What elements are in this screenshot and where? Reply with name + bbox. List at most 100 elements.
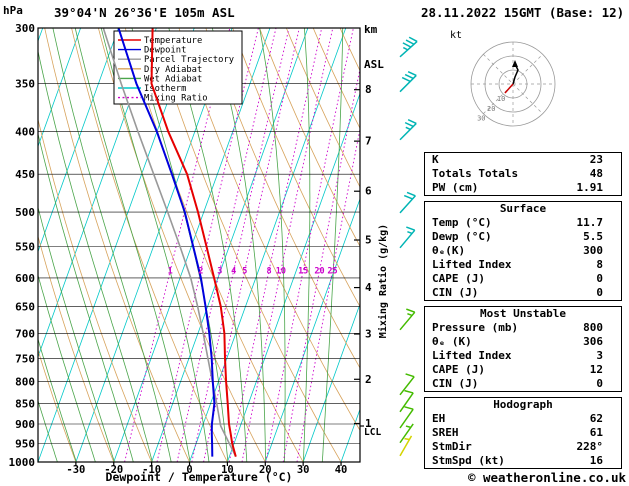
info-panel: K 23 Totals Totals 48 PW (cm) 1.91 Surface Temp… (424, 152, 622, 474)
info-label: θₑ (K) (432, 335, 472, 348)
altitude-axis-unit: km ASL (364, 1, 391, 93)
mixing-ratio-value-label: 5 (242, 267, 247, 277)
info-value: 23 (589, 153, 603, 166)
info-value: 1.91 (576, 181, 604, 194)
plot-border (37, 27, 361, 463)
pressure-tick-label: 650 (15, 301, 35, 314)
hodograph-ring-label: 30 (477, 115, 485, 123)
pressure-axis-unit: hPa (3, 4, 23, 17)
info-row: EH 62 (425, 412, 621, 426)
pressure-tick-label: 500 (15, 206, 35, 219)
wind-barb (399, 118, 417, 141)
info-label: θₑ(K) (432, 244, 466, 257)
km-tick-label: 6 (365, 185, 372, 198)
info-value: 300 (583, 244, 603, 257)
temp-tick-label: -20 (104, 464, 123, 476)
info-label: Totals Totals (432, 167, 519, 180)
info-row: θₑ (K) 306 (425, 335, 621, 349)
info-row: Lifted Index 8 (425, 258, 621, 272)
info-row: K 23 (425, 153, 621, 167)
info-row: PW (cm) 1.91 (425, 181, 621, 195)
info-row: StmSpd (kt) 16 (425, 454, 621, 468)
info-label: CAPE (J) (432, 363, 485, 376)
km-tick-label: 5 (365, 234, 372, 247)
info-label: K (432, 153, 439, 166)
dewpoint-curve (117, 28, 216, 457)
wind-barb (399, 423, 414, 444)
pressure-tick-label: 300 (15, 22, 35, 35)
mixing-ratio-value-label: 2 (198, 267, 203, 277)
wind-barb (399, 308, 416, 331)
info-value: 16 (589, 454, 603, 467)
temp-tick-label: -10 (142, 464, 161, 476)
info-row: Lifted Index 3 (425, 349, 621, 363)
pressure-tick-label: 350 (15, 78, 35, 91)
info-label: EH (432, 412, 446, 425)
info-row: StmDir 228° (425, 440, 621, 454)
hodograph-unit-label: kt (450, 30, 463, 41)
wind-barb (399, 435, 413, 457)
x-axis-label: Dewpoint / Temperature (°C) (105, 470, 293, 484)
info-box-header: Surface (499, 202, 547, 215)
km-tick-label: 7 (365, 135, 372, 148)
mixing-ratio-value-label: 4 (231, 267, 236, 277)
mixing-ratio-value-label: 1 (168, 267, 173, 277)
legend-item-label: Temperature (144, 36, 202, 46)
info-label: Dewp (°C) (432, 230, 492, 243)
hodograph-ring-label: 10 (497, 95, 505, 103)
info-row: Pressure (mb) 800 (425, 321, 621, 335)
wind-barb (399, 191, 416, 214)
mixing-ratio-value-label: 20 (314, 267, 324, 277)
temp-tick-label: 10 (221, 464, 234, 476)
info-label: SREH (432, 426, 459, 439)
wet-adiabat-lines (38, 28, 344, 462)
hodograph-arrowhead (512, 60, 518, 67)
wind-barb (399, 406, 414, 429)
temperature-curve (150, 28, 237, 457)
info-value: 800 (583, 321, 603, 334)
pressure-tick-label: 600 (15, 272, 35, 285)
temp-tick-label: 30 (297, 464, 310, 476)
hodograph-ring-label: 20 (487, 105, 495, 113)
info-row: SREH 61 (425, 426, 621, 440)
info-label: PW (cm) (432, 181, 479, 194)
datetime-title: 28.11.2022 15GMT (Base: 12) (421, 5, 625, 20)
pressure-tick-label: 1000 (9, 456, 36, 469)
temp-tick-label: 40 (335, 464, 348, 476)
info-row: θₑ(K) 300 (425, 244, 621, 258)
temp-tick-label: 20 (259, 464, 272, 476)
wind-barb (399, 226, 416, 249)
info-value: 5.5 (583, 230, 603, 243)
info-value: 306 (583, 335, 603, 348)
sounding-profiles (102, 28, 237, 457)
info-row: CAPE (J) 0 (425, 272, 621, 286)
mixing-ratio-value-label: 10 (276, 267, 286, 277)
info-box: Most Unstable Pressure (mb) 800 θₑ (K) 306 Li… (424, 306, 622, 392)
km-tick-label: 8 (365, 83, 372, 96)
info-box-header: Most Unstable (479, 307, 567, 320)
info-label: Lifted Index (432, 349, 512, 362)
pressure-tick-label: 900 (15, 418, 35, 431)
km-tick-label: 3 (365, 327, 372, 340)
info-box: Surface Temp (°C) 11.7 Dewp (°C) 5.5 θₑ(K) 300… (424, 201, 622, 301)
mixing-ratio-value-label: 15 (298, 267, 308, 277)
km-tick-label: 4 (365, 281, 372, 294)
copyright: © weatheronline.co.uk (467, 470, 626, 485)
info-box-header: Hodograph (493, 398, 553, 411)
info-label: StmSpd (kt) (432, 454, 505, 467)
info-label: CIN (J) (432, 286, 479, 299)
legend-box (113, 30, 243, 105)
info-label: CAPE (J) (432, 272, 485, 285)
info-box: Hodograph EH 62 SREH 61 StmDir 228° StmSpd (kt)… (424, 397, 622, 469)
station-title: 39°04'N 26°36'E 105m ASL (54, 5, 235, 20)
info-row: CIN (J) 0 (425, 286, 621, 300)
pressure-tick-label: 850 (15, 397, 35, 410)
parcel-trajectory-curve (102, 28, 237, 457)
lcl-label: LCL (364, 427, 381, 438)
info-label: Temp (°C) (432, 216, 492, 229)
info-row: Temp (°C) 11.7 (425, 216, 621, 230)
